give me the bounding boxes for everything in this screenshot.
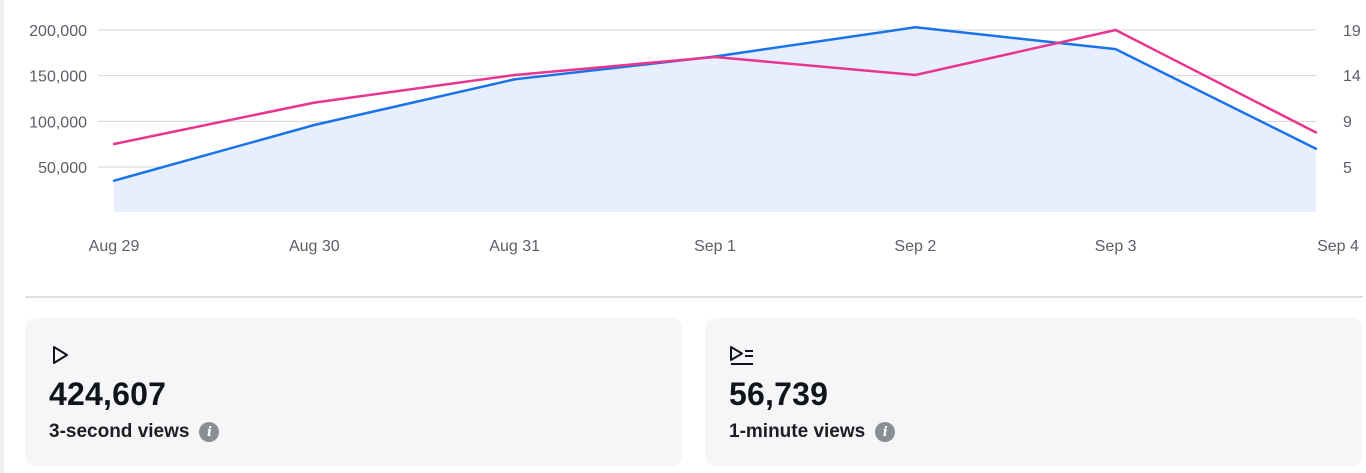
stat-label-row: 1-minute views i [729, 421, 896, 443]
stat-card-3-second-views: 424,607 3-second views i [25, 318, 682, 466]
data-point-right [713, 55, 717, 59]
x-tick-label: Sep 4 [1317, 238, 1359, 255]
x-tick-label: Sep 3 [1095, 238, 1137, 255]
views-line-chart: 50,000 100,000 150,000 200,000 5 9 14 19 Aug 29 A… [29, 23, 1361, 255]
area-series [114, 27, 1316, 213]
line-series [112, 26, 1318, 182]
data-point-right [1314, 131, 1318, 134]
stat-card-1-minute-views: 56,739 1-minute views i [705, 318, 1362, 466]
data-point-right [313, 101, 316, 104]
y-left-tick-label: 200,000 [29, 23, 87, 40]
play-list-icon [730, 346, 753, 365]
y-left-tick-label: 50,000 [38, 160, 87, 177]
area-fill [114, 27, 1316, 213]
y-right-tick-label: 14 [1343, 68, 1361, 85]
y-left-tick-label: 150,000 [29, 69, 87, 86]
y-left-tick-label: 100,000 [29, 114, 87, 131]
info-icon[interactable]: i [875, 422, 896, 442]
data-point-right [914, 73, 917, 77]
left-edge-border [0, 0, 4, 473]
stat-label: 3-second views [49, 421, 190, 442]
x-tick-label: Sep 1 [694, 238, 736, 255]
axis-labels: 50,000 100,000 150,000 200,000 5 9 14 19 Aug 29 A… [29, 23, 1361, 255]
stat-value: 56,739 [729, 376, 829, 412]
stat-label-row: 3-second views i [49, 421, 220, 443]
y-right-tick-label: 9 [1343, 114, 1352, 131]
play-icon [53, 346, 68, 364]
section-divider [25, 296, 1363, 298]
data-point-right [1114, 28, 1117, 32]
data-point-left [914, 26, 917, 29]
data-point-right [513, 73, 516, 77]
x-tick-label: Sep 2 [894, 238, 936, 255]
y-right-tick-label: 5 [1343, 160, 1352, 177]
data-point-right [112, 142, 116, 146]
data-point-left [513, 78, 516, 81]
x-tick-label: Aug 31 [489, 238, 540, 255]
data-point-left [1114, 47, 1117, 51]
info-icon[interactable]: i [199, 422, 220, 442]
data-point-left [313, 123, 316, 127]
data-point-left [112, 179, 116, 182]
y-right-tick-label: 19 [1343, 23, 1361, 40]
data-point-left [1314, 147, 1318, 150]
stat-label: 1-minute views [729, 421, 866, 442]
x-tick-label: Aug 30 [289, 238, 340, 255]
x-tick-label: Aug 29 [89, 238, 140, 255]
stat-value: 424,607 [49, 376, 167, 412]
